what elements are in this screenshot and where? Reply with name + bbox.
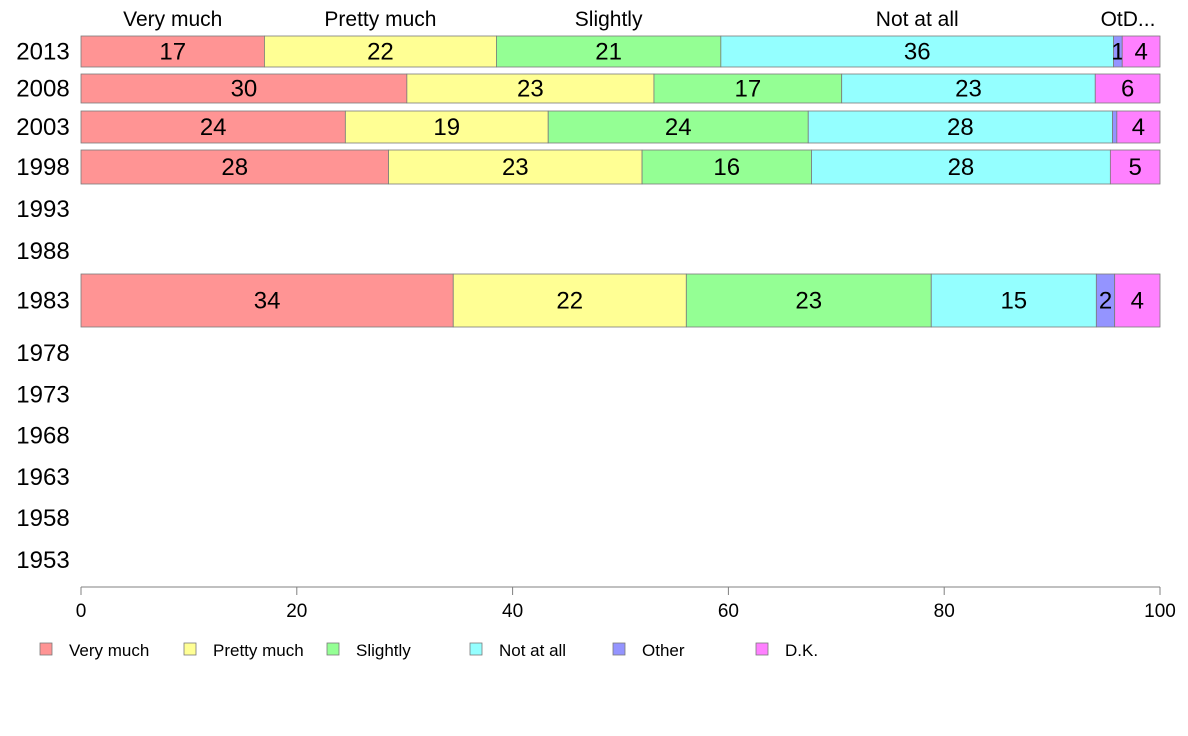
bar-value-label: 5 [1129,154,1142,181]
bar-segment [406,73,655,104]
bar-segment [547,110,809,144]
legend-swatch [755,642,769,656]
legend-swatch [39,642,53,656]
bar-value-label: 17 [159,39,186,66]
bar-segment [685,273,932,328]
bar-value-label: 16 [713,154,740,181]
year-label: 1958 [16,505,69,532]
year-label: 1983 [16,288,69,315]
year-label: 2013 [16,39,69,66]
bar-segment [80,73,408,104]
legend-swatch [326,642,340,656]
bar-segment [80,273,454,328]
bar-value-label: 24 [200,114,227,141]
bar-value-label: 22 [556,288,583,315]
bar-segment [1112,110,1118,144]
bar-segment [264,35,497,68]
bar-value-label: 17 [734,76,761,103]
year-label: 1988 [16,238,69,265]
bar-segment [930,273,1097,328]
x-tick-label: 100 [1144,601,1176,622]
x-tick-label: 80 [934,601,955,622]
legend-label: Slightly [356,641,411,660]
bar-value-label: 28 [221,154,248,181]
bar-segment [653,73,843,104]
column-header: Very much [123,8,222,31]
bar-value-label: 2 [1099,288,1112,315]
bar-value-label: 1 [1111,39,1124,66]
bar-segment [807,110,1113,144]
x-tick-label: 0 [76,601,87,622]
x-tick-label: 20 [286,601,307,622]
bar-segment [1116,110,1161,144]
bar-value-label: 6 [1121,76,1134,103]
column-header: Not at all [876,8,959,31]
year-label: 1993 [16,196,69,223]
bar-value-label: 30 [231,76,258,103]
bar-segment [1094,73,1161,104]
bar-value-label: 24 [665,114,692,141]
bar-segment [344,110,549,144]
bar-segment [452,273,687,328]
x-tick-label: 60 [718,601,739,622]
bar-segment [1109,149,1161,185]
bar-segment [80,110,346,144]
bar-value-label: 34 [254,288,281,315]
bar-value-label: 28 [948,154,975,181]
year-label: 1968 [16,423,69,450]
legend-swatch [469,642,483,656]
bar-value-label: 19 [433,114,460,141]
bar-value-label: 4 [1132,114,1145,141]
bar-segment [1121,35,1161,68]
bar-value-label: 23 [795,288,822,315]
year-label: 2008 [16,76,69,103]
bar-value-label: 22 [367,39,394,66]
legend-label: Pretty much [213,641,304,660]
bar-segment [720,35,1115,68]
bar-segment [811,149,1111,185]
legend-swatch [612,642,626,656]
bar-value-label: 4 [1134,39,1147,66]
legend-swatch [183,642,197,656]
year-label: 1998 [16,154,69,181]
bar-value-label: 4 [1131,288,1144,315]
bar-value-label: 21 [595,39,622,66]
bar-value-label: 23 [502,154,529,181]
bar-segment [496,35,722,68]
year-label: 2003 [16,114,69,141]
legend-label: D.K. [785,641,818,660]
bar-segment [641,149,812,185]
bar-segment [80,35,265,68]
year-label: 1978 [16,340,69,367]
year-label: 1963 [16,464,69,491]
column-header: Slightly [575,8,643,31]
bar-value-label: 23 [517,76,544,103]
legend-label: Other [642,641,685,660]
bar-segment [388,149,643,185]
column-header: OtD... [1101,8,1156,31]
x-tick-label: 40 [502,601,523,622]
year-label: 1953 [16,547,69,574]
bar-value-label: 23 [955,76,982,103]
bar-segment [841,73,1096,104]
bar-value-label: 36 [904,39,931,66]
bar-segment [1114,273,1161,328]
column-header: Pretty much [324,8,436,31]
bar-value-label: 15 [1000,288,1027,315]
bar-value-label: 28 [947,114,974,141]
legend-label: Not at all [499,641,566,660]
legend-label: Very much [69,641,149,660]
bar-segment [80,149,389,185]
year-label: 1973 [16,382,69,409]
